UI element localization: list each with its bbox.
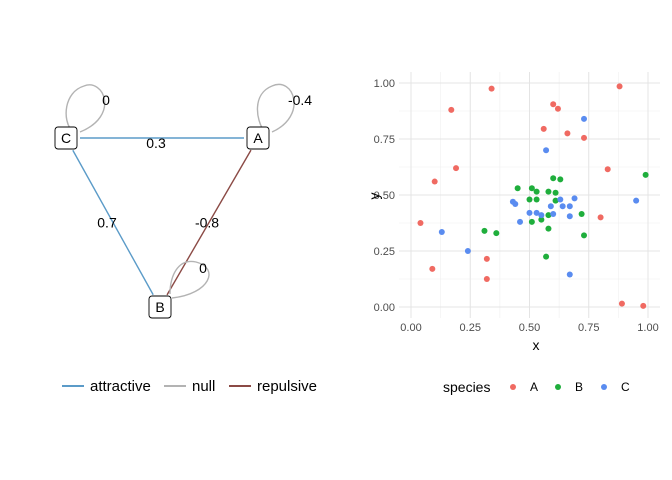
point-species-B xyxy=(557,176,564,183)
y-axis-title: y xyxy=(366,193,382,200)
point-species-B xyxy=(493,230,500,237)
y-tick-label: 0.75 xyxy=(374,134,395,146)
point-species-B xyxy=(545,212,552,219)
node-box-B xyxy=(148,295,172,319)
point-species-B xyxy=(528,218,535,225)
point-species-A xyxy=(483,276,490,282)
edge-C-B xyxy=(72,149,154,296)
legend-label-C: C xyxy=(621,380,630,394)
legend-key-B xyxy=(555,384,561,390)
edge-label-A-B: -0.8 xyxy=(195,215,219,231)
point-species-C xyxy=(581,115,588,122)
point-species-B xyxy=(578,211,585,218)
x-tick-label: 0.00 xyxy=(400,322,421,334)
point-species-B xyxy=(545,188,552,195)
point-species-A xyxy=(581,134,588,141)
y-tick-label: 0.25 xyxy=(374,246,395,258)
point-species-A xyxy=(597,214,604,221)
point-species-B xyxy=(545,225,552,232)
point-species-A xyxy=(604,166,611,173)
x-tick-label: 0.25 xyxy=(460,322,481,334)
point-species-C xyxy=(633,197,640,204)
y-tick-label: 0.00 xyxy=(374,302,395,314)
point-species-A xyxy=(448,106,455,113)
point-species-B xyxy=(550,175,557,182)
self-loop-C xyxy=(65,84,106,133)
point-species-C xyxy=(547,203,554,210)
point-species-A xyxy=(429,265,436,272)
point-species-C xyxy=(557,196,564,203)
edge-label-C-A: 0.3 xyxy=(146,135,166,151)
point-species-C xyxy=(550,211,557,218)
point-species-B xyxy=(581,232,588,239)
point-species-C xyxy=(512,200,519,207)
point-species-A xyxy=(453,165,460,172)
point-species-B xyxy=(526,196,533,203)
self-loop-label-C: 0 xyxy=(102,92,110,108)
legend-label-A: A xyxy=(530,380,538,394)
legend-label-repulsive: repulsive xyxy=(257,378,317,395)
node-box-C xyxy=(54,126,78,150)
legend-key-C xyxy=(601,384,607,390)
point-species-B xyxy=(514,185,521,192)
y-tick-label: 0.50 xyxy=(374,190,395,202)
point-species-B xyxy=(552,189,559,196)
node-label-C: C xyxy=(61,130,71,146)
point-species-C xyxy=(571,195,578,202)
point-species-C xyxy=(464,248,471,254)
self-loop-label-A: -0.4 xyxy=(288,92,312,108)
point-species-C xyxy=(526,209,533,216)
point-species-A xyxy=(540,125,547,132)
x-axis-title: x xyxy=(533,337,540,353)
point-species-B xyxy=(533,188,540,195)
point-species-C xyxy=(538,212,545,219)
point-species-B xyxy=(528,185,535,192)
point-species-C xyxy=(566,213,573,220)
node-label-A: A xyxy=(253,130,263,146)
point-species-A xyxy=(488,85,495,92)
point-species-C xyxy=(566,271,573,278)
legend-key-A xyxy=(510,384,516,390)
x-tick-label: 0.75 xyxy=(578,322,599,334)
self-loop-B xyxy=(169,260,210,299)
node-label-B: B xyxy=(155,299,164,315)
point-species-A xyxy=(431,178,438,185)
point-species-A xyxy=(640,302,647,309)
point-species-A xyxy=(483,255,490,262)
point-species-C xyxy=(533,209,540,216)
point-species-A xyxy=(618,300,625,307)
point-species-C xyxy=(559,203,566,210)
point-species-A xyxy=(616,83,623,90)
legend-label-B: B xyxy=(575,380,583,394)
point-species-A xyxy=(417,220,424,226)
legend-label-attractive: attractive xyxy=(90,378,151,395)
legend-label-null: null xyxy=(192,378,215,395)
point-species-C xyxy=(566,203,573,210)
point-species-B xyxy=(552,197,559,204)
point-species-B xyxy=(642,171,649,178)
x-tick-label: 1.00 xyxy=(637,322,658,334)
point-species-A xyxy=(564,130,571,137)
point-species-B xyxy=(481,227,488,234)
point-species-B xyxy=(533,196,540,203)
node-box-A xyxy=(246,126,270,150)
point-species-A xyxy=(550,101,557,108)
scatter-plot: 0.00 0.25 0.50 0.75 1.00 0.00 0.25 0.50 0.75 1.00… xyxy=(366,72,660,395)
x-tick-label: 0.50 xyxy=(519,322,540,334)
point-species-B xyxy=(538,216,545,223)
edge-label-C-B: 0.7 xyxy=(97,215,117,231)
point-species-A xyxy=(554,105,561,112)
self-loop-A xyxy=(256,83,295,133)
point-species-C xyxy=(543,147,550,154)
y-tick-label: 1.00 xyxy=(374,78,395,90)
point-species-C xyxy=(438,228,445,235)
legend-title: species xyxy=(443,379,490,395)
self-loop-label-B: 0 xyxy=(199,260,207,276)
point-species-B xyxy=(543,253,550,260)
point-species-C xyxy=(517,218,524,225)
edge-A-B xyxy=(166,149,252,296)
